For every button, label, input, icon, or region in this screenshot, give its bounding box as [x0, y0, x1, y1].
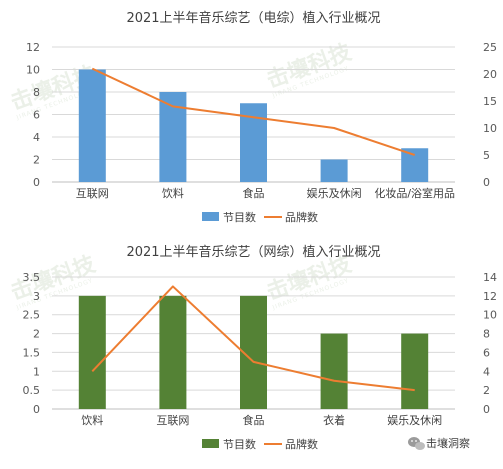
chart-title: 2021上半年音乐综艺（电综）植入行业概况 — [126, 10, 380, 26]
bar — [401, 148, 428, 182]
y-left-tick-label: 8 — [33, 86, 40, 99]
bar — [79, 70, 106, 183]
y-right-tick-label: 6 — [483, 346, 490, 359]
y-right-tick-label: 2 — [483, 384, 490, 397]
bar — [79, 296, 106, 409]
y-right-tick-label: 8 — [483, 328, 490, 341]
footer-brand: 击壤洞察 — [408, 436, 470, 450]
x-tick-label: 互联网 — [156, 414, 189, 427]
bar — [321, 160, 348, 183]
y-right-tick-label: 25 — [483, 41, 497, 54]
x-tick-label: 娱乐及休闲 — [387, 413, 442, 427]
y-left-tick-label: 0 — [33, 403, 40, 416]
y-left-tick-label: 2.5 — [23, 309, 41, 322]
y-left-tick-label: 2 — [33, 328, 40, 341]
y-right-tick-label: 10 — [483, 122, 497, 135]
y-left-tick-label: 12 — [26, 41, 40, 54]
legend-label: 品牌数 — [285, 210, 318, 224]
y-right-tick-label: 14 — [483, 271, 497, 284]
legend-label: 节目数 — [223, 438, 256, 451]
legend-bar-swatch — [202, 439, 219, 448]
x-tick-label: 饮料 — [162, 186, 184, 200]
x-tick-label: 娱乐及休闲 — [307, 186, 362, 200]
y-right-tick-label: 20 — [483, 68, 497, 81]
charts-group: 2021上半年音乐综艺（电综）植入行业概况0246810120510152025… — [23, 10, 498, 451]
wechat-icon — [408, 437, 425, 450]
y-left-tick-label: 0.5 — [23, 384, 41, 397]
y-left-tick-label: 0 — [33, 176, 40, 189]
x-tick-label: 衣着 — [323, 413, 345, 427]
y-right-tick-label: 0 — [483, 176, 490, 189]
chart-title: 2021上半年音乐综艺（网综）植入行业概况 — [126, 244, 380, 260]
x-tick-label: 化妆品/浴室用品 — [374, 186, 455, 200]
y-right-tick-label: 12 — [483, 290, 497, 303]
bar — [401, 334, 428, 409]
y-left-tick-label: 1.5 — [23, 346, 41, 359]
bar — [321, 334, 348, 409]
y-right-tick-label: 5 — [483, 149, 490, 162]
y-left-tick-label: 6 — [33, 109, 40, 122]
legend-bar-swatch — [202, 212, 219, 221]
x-tick-label: 互联网 — [76, 187, 109, 200]
y-left-tick-label: 3.5 — [23, 271, 41, 284]
y-left-tick-label: 2 — [33, 154, 40, 167]
y-left-tick-label: 1 — [33, 365, 40, 378]
legend-label: 品牌数 — [285, 437, 318, 451]
y-right-tick-label: 15 — [483, 95, 497, 108]
x-tick-label: 饮料 — [81, 413, 103, 427]
x-tick-label: 食品 — [243, 413, 265, 427]
legend-label: 节目数 — [223, 211, 256, 224]
bar — [159, 296, 186, 409]
y-right-tick-label: 0 — [483, 403, 490, 416]
y-left-tick-label: 4 — [33, 131, 40, 144]
footer-brand-label: 击壤洞察 — [426, 436, 470, 450]
y-right-tick-label: 10 — [483, 309, 497, 322]
y-left-tick-label: 10 — [26, 64, 40, 77]
y-left-tick-label: 3 — [33, 290, 40, 303]
x-tick-label: 食品 — [243, 186, 265, 200]
y-right-tick-label: 4 — [483, 365, 490, 378]
chart-1: 2021上半年音乐综艺（电综）植入行业概况 0 2 4 6 8 10 12 0 5 10 15 20 25… — [26, 10, 497, 224]
